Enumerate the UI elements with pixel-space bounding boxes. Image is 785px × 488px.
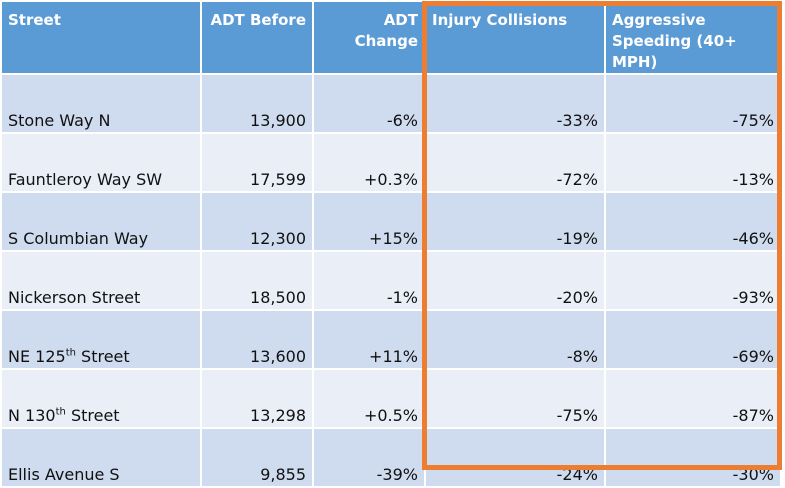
value-cell: -20% xyxy=(424,250,606,311)
table-row: Fauntleroy Way SW 17,599 +0.3% -72% -13% xyxy=(0,132,782,193)
table-row: S Columbian Way 12,300 +15% -19% -46% xyxy=(0,191,782,252)
text-part: Street xyxy=(75,347,130,366)
value-cell: 17,599 xyxy=(200,132,314,193)
table-row: Ellis Avenue S 9,855 -39% -24% -30% xyxy=(0,427,782,488)
header-cell: Aggressive Speeding (40+ MPH) xyxy=(604,0,782,75)
table-body: Stone Way N 13,900 -6% -33% -75% Fauntleroy W… xyxy=(0,73,782,488)
superscript: th xyxy=(55,406,66,418)
value-cell: -33% xyxy=(424,73,606,134)
street-cell: Fauntleroy Way SW xyxy=(0,132,202,193)
value-cell: -93% xyxy=(604,250,782,311)
header-row: Street ADT Before ADT Change Injury Collisi… xyxy=(0,0,782,75)
header-cell: ADT Change xyxy=(312,0,426,75)
header-cell: Street xyxy=(0,0,202,75)
text-part: N 130 xyxy=(8,406,56,425)
table-row: Nickerson Street 18,500 -1% -20% -93% xyxy=(0,250,782,311)
value-cell: -30% xyxy=(604,427,782,488)
value-cell: 18,500 xyxy=(200,250,314,311)
value-cell: -6% xyxy=(312,73,426,134)
value-cell: +0.5% xyxy=(312,368,426,429)
table-row: N 130th Street 13,298 +0.5% -75% -87% xyxy=(0,368,782,429)
street-cell: N 130th Street xyxy=(0,368,202,429)
value-cell: -72% xyxy=(424,132,606,193)
table-row: NE 125th Street 13,600 +11% -8% -69% xyxy=(0,309,782,370)
text-part: NE 125 xyxy=(8,347,66,366)
superscript: th xyxy=(65,347,76,359)
value-cell: 13,600 xyxy=(200,309,314,370)
street-cell: Nickerson Street xyxy=(0,250,202,311)
value-cell: 13,298 xyxy=(200,368,314,429)
table-row: Stone Way N 13,900 -6% -33% -75% xyxy=(0,73,782,134)
value-cell: -46% xyxy=(604,191,782,252)
value-cell: -75% xyxy=(604,73,782,134)
value-cell: 13,900 xyxy=(200,73,314,134)
value-cell: 12,300 xyxy=(200,191,314,252)
value-cell: -24% xyxy=(424,427,606,488)
street-cell: Ellis Avenue S xyxy=(0,427,202,488)
value-cell: -8% xyxy=(424,309,606,370)
value-cell: -87% xyxy=(604,368,782,429)
value-cell: -19% xyxy=(424,191,606,252)
text-part: Street xyxy=(65,406,120,425)
value-cell: +0.3% xyxy=(312,132,426,193)
header-cell: Injury Collisions xyxy=(424,0,606,75)
street-cell: NE 125th Street xyxy=(0,309,202,370)
value-cell: -1% xyxy=(312,250,426,311)
street-cell: Stone Way N xyxy=(0,73,202,134)
value-cell: -75% xyxy=(424,368,606,429)
value-cell: -39% xyxy=(312,427,426,488)
street-cell: S Columbian Way xyxy=(0,191,202,252)
value-cell: +11% xyxy=(312,309,426,370)
header-cell: ADT Before xyxy=(200,0,314,75)
value-cell: -69% xyxy=(604,309,782,370)
value-cell: +15% xyxy=(312,191,426,252)
value-cell: 9,855 xyxy=(200,427,314,488)
value-cell: -13% xyxy=(604,132,782,193)
